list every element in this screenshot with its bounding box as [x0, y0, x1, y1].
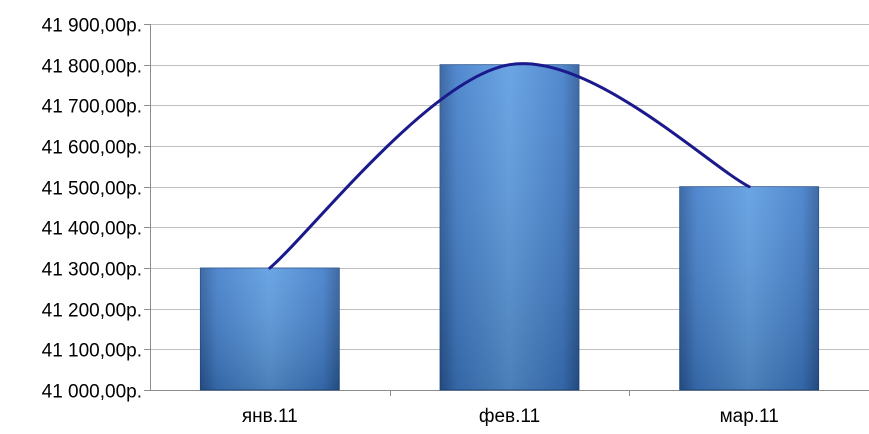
trendline-layer [268, 62, 751, 270]
y-axis-tick-labels: 41 000,00р. 41 100,00р. 41 200,00р. 41 300,… [42, 16, 142, 403]
bars [199, 64, 820, 391]
bar-shade-3 [679, 186, 819, 390]
y-tick-label: 41 900,00р. [42, 16, 142, 37]
y-tick-label: 41 200,00р. [42, 301, 142, 322]
y-tick-label: 41 400,00р. [42, 219, 142, 240]
x-category-label: фев.11 [479, 406, 540, 427]
y-tick-label: 41 800,00р. [42, 57, 142, 78]
y-tick-label: 41 100,00р. [42, 341, 142, 362]
x-axis-category-labels: янв.11 фев.11 мар.11 [242, 406, 779, 427]
y-tick-label: 41 700,00р. [42, 97, 142, 118]
y-tick-label: 41 000,00р. [42, 382, 142, 403]
trendline [268, 62, 751, 270]
axes [144, 24, 869, 396]
y-tick-label: 41 600,00р. [42, 138, 142, 159]
y-tick-label: 41 300,00р. [42, 260, 142, 281]
y-tick-label: 41 500,00р. [42, 179, 142, 200]
bar-shade-1 [200, 268, 340, 390]
x-category-label: янв.11 [242, 406, 298, 427]
bar-shade-2 [439, 64, 580, 391]
x-category-label: мар.11 [720, 406, 779, 427]
